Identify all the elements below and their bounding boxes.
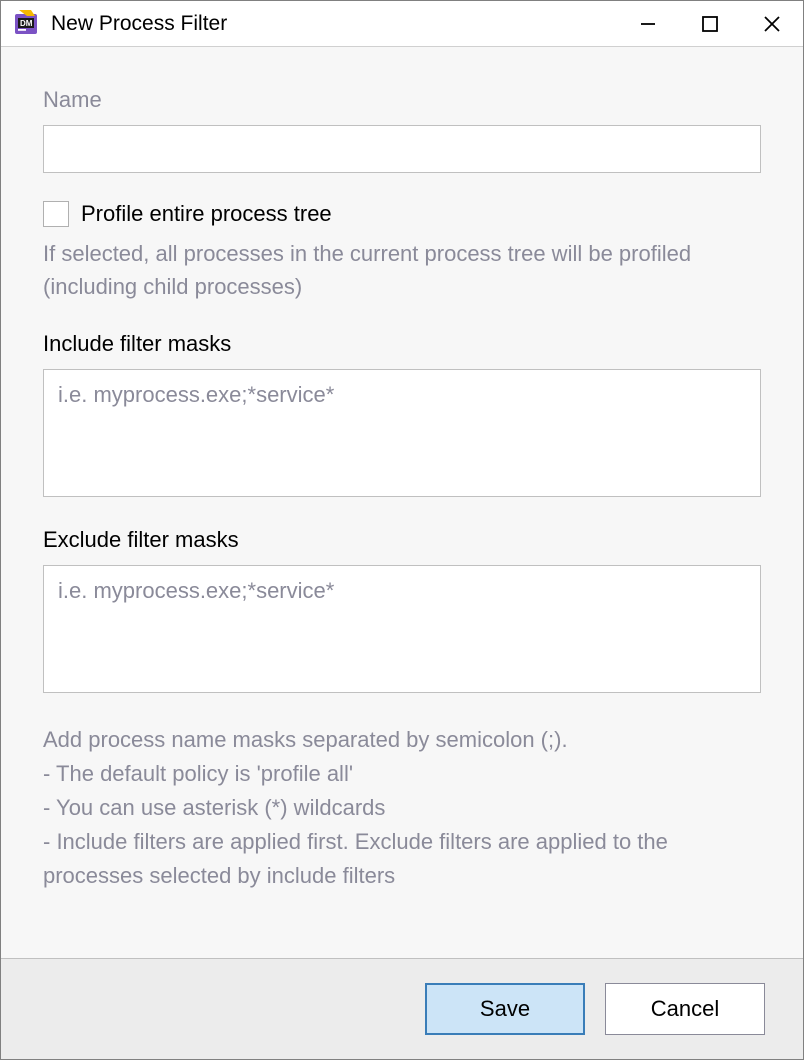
minimize-button[interactable] [617, 1, 679, 46]
help-line: - You can use asterisk (*) wildcards [43, 791, 761, 825]
button-bar: Save Cancel [1, 959, 803, 1059]
titlebar: DM New Process Filter [1, 1, 803, 47]
window-title: New Process Filter [51, 12, 617, 36]
svg-text:DM: DM [20, 19, 33, 28]
name-label: Name [43, 87, 761, 113]
close-icon [763, 15, 781, 33]
exclude-masks-input[interactable] [43, 565, 761, 693]
include-masks-input[interactable] [43, 369, 761, 497]
help-line: - The default policy is 'profile all' [43, 757, 761, 791]
profile-tree-checkbox[interactable] [43, 201, 69, 227]
minimize-icon [640, 16, 656, 32]
app-icon: DM [13, 10, 41, 38]
maximize-button[interactable] [679, 1, 741, 46]
profile-tree-label: Profile entire process tree [81, 201, 332, 227]
masks-help-text: Add process name masks separated by semi… [43, 723, 761, 893]
save-button[interactable]: Save [425, 983, 585, 1035]
include-label: Include filter masks [43, 331, 761, 357]
name-input[interactable] [43, 125, 761, 173]
profile-tree-help: If selected, all processes in the curren… [43, 237, 761, 303]
cancel-button[interactable]: Cancel [605, 983, 765, 1035]
dialog-content: Name Profile entire process tree If sele… [1, 47, 803, 959]
help-line: Add process name masks separated by semi… [43, 723, 761, 757]
help-line: - Include filters are applied first. Exc… [43, 825, 761, 893]
close-button[interactable] [741, 1, 803, 46]
dialog-window: DM New Process Filter [0, 0, 804, 1060]
exclude-label: Exclude filter masks [43, 527, 761, 553]
profile-tree-row: Profile entire process tree [43, 201, 761, 227]
window-controls [617, 1, 803, 46]
maximize-icon [702, 16, 718, 32]
